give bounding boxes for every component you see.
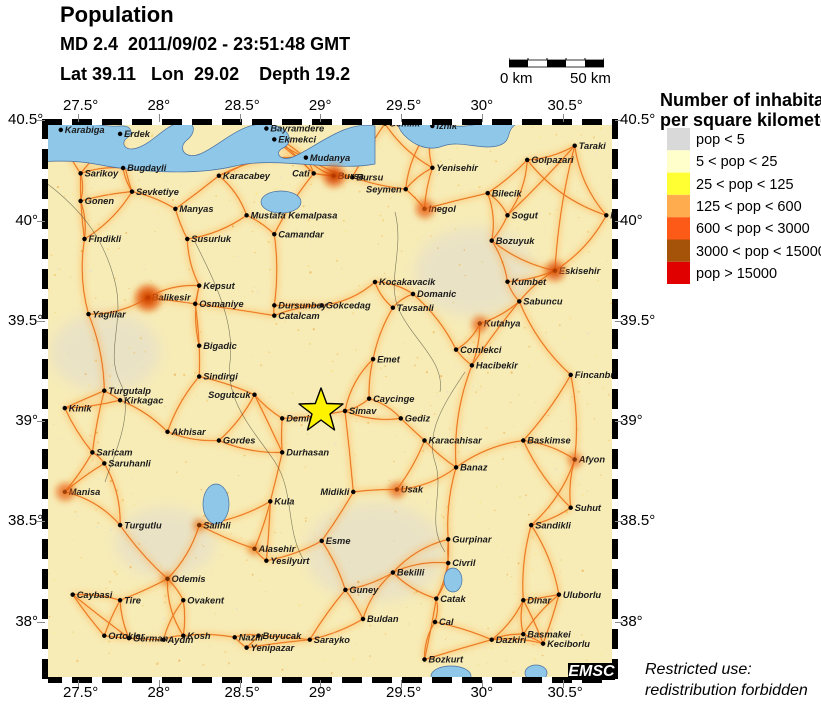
svg-text:Caycinge: Caycinge <box>373 394 414 404</box>
svg-text:Gonen: Gonen <box>85 196 115 206</box>
svg-text:Yenisehir: Yenisehir <box>436 163 479 173</box>
svg-text:Esme: Esme <box>326 536 351 546</box>
svg-text:Buldan: Buldan <box>367 614 399 624</box>
svg-text:Bayramdere: Bayramdere <box>270 124 324 134</box>
svg-text:Osmaniye: Osmaniye <box>199 299 243 309</box>
svg-text:Susurluk: Susurluk <box>191 234 232 244</box>
svg-text:Domanic: Domanic <box>417 289 457 299</box>
svg-text:Turgutalp: Turgutalp <box>108 386 151 396</box>
svg-text:Karabiga: Karabiga <box>65 125 105 135</box>
svg-text:Sevketiye: Sevketiye <box>136 187 179 197</box>
svg-text:Durhasan: Durhasan <box>286 448 329 458</box>
svg-text:Akhisar: Akhisar <box>171 427 207 437</box>
svg-text:Catak: Catak <box>440 594 466 604</box>
svg-text:Dazkiri: Dazkiri <box>496 635 527 645</box>
svg-text:Eskisehir: Eskisehir <box>559 266 602 276</box>
svg-text:Bozuyuk: Bozuyuk <box>496 236 536 246</box>
svg-text:Sindirgi: Sindirgi <box>203 372 238 382</box>
svg-text:Keciborlu: Keciborlu <box>547 639 590 649</box>
svg-text:Kinik: Kinik <box>69 403 93 413</box>
svg-text:Bekilli: Bekilli <box>397 568 425 578</box>
svg-text:Tire: Tire <box>124 595 141 605</box>
svg-text:Sogut: Sogut <box>512 211 539 221</box>
svg-text:Sarikoy: Sarikoy <box>85 169 119 179</box>
svg-text:Gurpinar: Gurpinar <box>452 535 493 545</box>
svg-text:Fincanburnu: Fincanburnu <box>575 370 615 380</box>
svg-text:Dinar: Dinar <box>527 595 552 605</box>
svg-text:Comlekci: Comlekci <box>460 345 502 355</box>
svg-text:Kocakavacik: Kocakavacik <box>379 277 436 287</box>
svg-text:Bilecik: Bilecik <box>492 188 523 198</box>
svg-text:Guney: Guney <box>349 585 379 595</box>
svg-text:Iznik: Iznik <box>436 122 457 131</box>
svg-text:Findikli: Findikli <box>89 234 122 244</box>
svg-text:Gordes: Gordes <box>223 436 256 446</box>
svg-text:Hacibekir: Hacibekir <box>476 361 519 371</box>
svg-text:Buyucak: Buyucak <box>263 631 303 641</box>
svg-text:Banaz: Banaz <box>460 463 488 473</box>
svg-text:Yaglilar: Yaglilar <box>93 309 128 319</box>
svg-text:Sabuncu: Sabuncu <box>523 297 563 307</box>
svg-text:Cal: Cal <box>439 617 454 627</box>
svg-text:Golpazari: Golpazari <box>531 155 574 165</box>
svg-text:Mihalic: Mihalic <box>610 211 615 221</box>
svg-text:Uluborlu: Uluborlu <box>563 590 602 600</box>
svg-text:Sarayko: Sarayko <box>314 635 351 645</box>
svg-text:Karacahisar: Karacahisar <box>429 436 484 446</box>
svg-text:Yesilyurt: Yesilyurt <box>270 556 310 566</box>
svg-text:Sandikli: Sandikli <box>535 520 571 530</box>
svg-text:Dursunbey: Dursunbey <box>278 301 327 311</box>
svg-text:Karacabey: Karacabey <box>223 171 271 181</box>
svg-text:Ekmekci: Ekmekci <box>278 135 316 145</box>
svg-text:Kirkagac: Kirkagac <box>124 395 164 405</box>
svg-text:Sogutcuk: Sogutcuk <box>208 390 251 400</box>
svg-text:Saruhanli: Saruhanli <box>108 459 151 469</box>
svg-text:Seymen: Seymen <box>366 184 402 194</box>
svg-text:Kumbet: Kumbet <box>512 277 548 287</box>
svg-text:Bigadic: Bigadic <box>203 341 237 351</box>
svg-text:Gediz: Gediz <box>405 414 431 424</box>
svg-text:Ovakent: Ovakent <box>187 595 225 605</box>
svg-text:Camandar: Camandar <box>278 229 325 239</box>
svg-text:Civril: Civril <box>452 558 476 568</box>
svg-text:Saricam: Saricam <box>96 448 132 458</box>
svg-text:Turgutlu: Turgutlu <box>124 520 162 530</box>
svg-text:Taraki: Taraki <box>579 141 606 151</box>
svg-text:Gemlik: Gemlik <box>389 122 421 129</box>
svg-text:Kula: Kula <box>274 497 294 507</box>
svg-text:Caybasi: Caybasi <box>77 590 113 600</box>
svg-text:Catalcam: Catalcam <box>278 311 319 321</box>
svg-text:Mustafa Kemalpasa: Mustafa Kemalpasa <box>251 211 338 221</box>
svg-text:Nazili: Nazili <box>239 633 264 643</box>
svg-text:Bursu: Bursu <box>356 173 383 183</box>
svg-text:Kutahya: Kutahya <box>484 319 521 329</box>
svg-text:Kosh: Kosh <box>187 631 211 641</box>
svg-text:Manyas: Manyas <box>179 204 213 214</box>
svg-text:German: German <box>133 633 168 643</box>
svg-text:Odemis: Odemis <box>172 574 206 584</box>
svg-text:Kepsut: Kepsut <box>203 281 235 291</box>
svg-text:Gokcedag: Gokcedag <box>326 301 371 311</box>
svg-text:Bozkurt: Bozkurt <box>429 655 465 665</box>
svg-text:Suhut: Suhut <box>575 503 602 513</box>
svg-text:Erdek: Erdek <box>124 129 151 139</box>
svg-text:Baskimse: Baskimse <box>527 436 570 446</box>
svg-text:Salihli: Salihli <box>203 520 231 530</box>
svg-text:Tavsanli: Tavsanli <box>397 303 434 313</box>
svg-text:Cati: Cati <box>292 169 310 179</box>
svg-text:Yenipazar: Yenipazar <box>251 643 296 653</box>
svg-text:Bugdayli: Bugdayli <box>127 163 167 173</box>
svg-text:Midikli: Midikli <box>320 487 349 497</box>
svg-text:Alasehir: Alasehir <box>258 544 297 554</box>
svg-text:Emet: Emet <box>377 354 401 364</box>
svg-text:Simav: Simav <box>349 406 377 416</box>
svg-text:Mudanya: Mudanya <box>310 153 350 163</box>
